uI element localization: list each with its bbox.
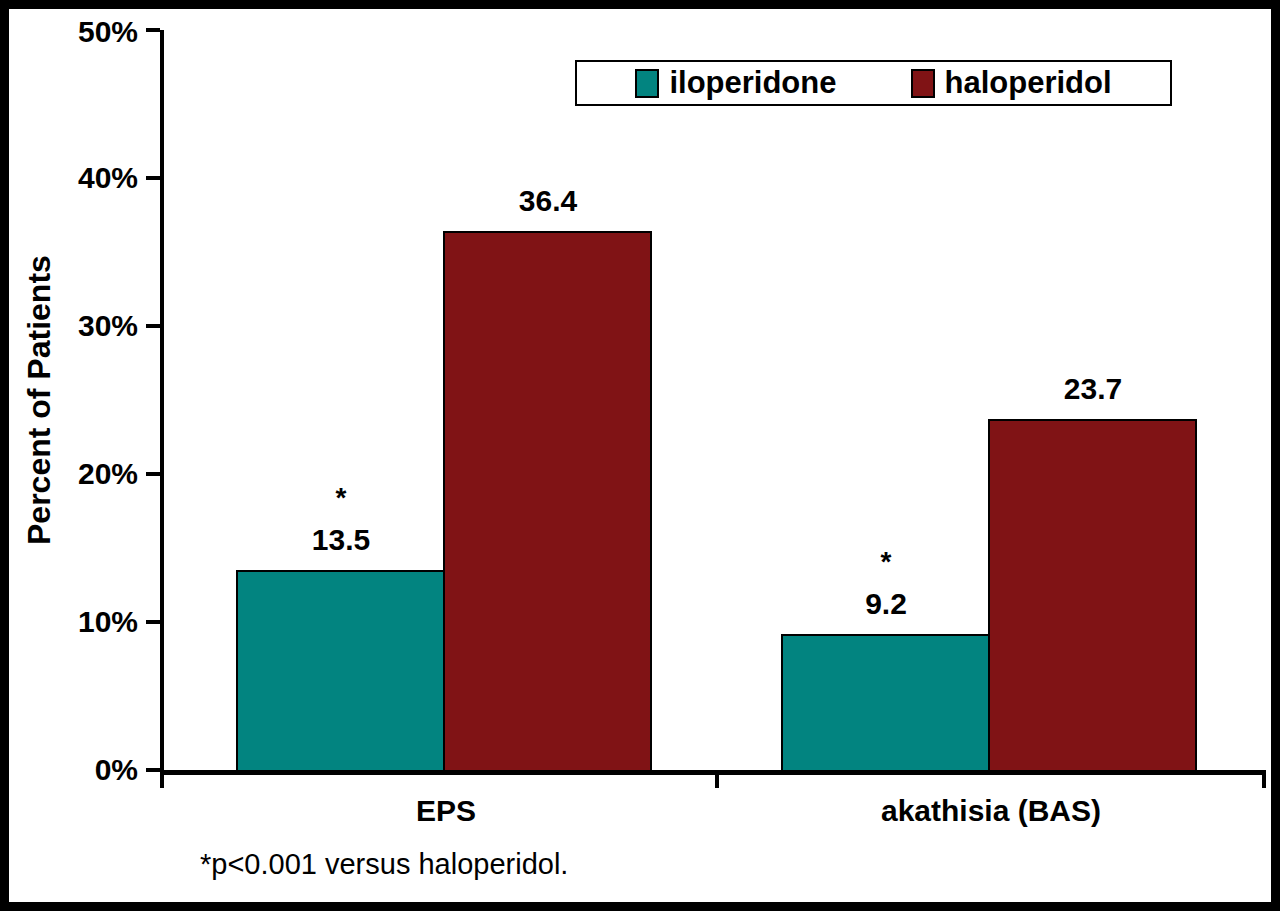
y-tick-mark — [146, 176, 160, 180]
footnote: *p<0.001 versus haloperidol. — [200, 848, 568, 881]
plot-area: 0% 10% 20% 30% 40% 50% EPS akathisia (BA… — [160, 30, 1266, 775]
bar-iloperidone-0 — [236, 570, 445, 770]
bar-haloperidol-0 — [443, 231, 652, 770]
x-tick-mark — [715, 775, 719, 788]
legend-label-iloperidone: iloperidone — [669, 65, 836, 101]
y-tick-label: 0% — [28, 751, 138, 789]
y-tick-mark — [146, 324, 160, 328]
x-tick-mark — [1262, 775, 1266, 788]
y-tick-label: 10% — [28, 603, 138, 641]
y-axis-title: Percent of Patients — [17, 30, 61, 770]
y-tick-label: 40% — [28, 159, 138, 197]
significance-asterisk: * — [336, 484, 347, 512]
category-label-akathisia: akathisia (BAS) — [781, 794, 1201, 828]
bar-group-0 — [236, 231, 652, 770]
significance-asterisk: * — [881, 548, 892, 576]
x-tick-mark — [160, 775, 164, 788]
y-tick-label: 50% — [28, 13, 138, 51]
bar-value-label: 23.7 — [1064, 373, 1122, 405]
legend: iloperidone haloperidol — [575, 60, 1172, 106]
legend-swatch-1 — [911, 69, 935, 98]
legend-item-iloperidone: iloperidone — [635, 65, 836, 101]
bar-value-label: 36.4 — [519, 185, 577, 217]
bar-group-1 — [781, 419, 1197, 770]
category-label-eps: EPS — [236, 794, 656, 828]
y-tick-label: 30% — [28, 307, 138, 345]
bar-value-label: 9.2 — [865, 588, 907, 620]
legend-label-haloperidol: haloperidol — [945, 65, 1112, 101]
legend-item-haloperidol: haloperidol — [911, 65, 1112, 101]
chart-frame: Percent of Patients 0% 10% 20% 30% 40% 5… — [0, 0, 1280, 911]
bar-haloperidol-1 — [988, 419, 1197, 770]
y-tick-mark — [146, 768, 160, 772]
y-tick-mark — [146, 28, 160, 32]
y-tick-label: 20% — [28, 455, 138, 493]
bar-iloperidone-1 — [781, 634, 990, 770]
bar-value-label: 13.5 — [312, 524, 370, 556]
y-tick-mark — [146, 620, 160, 624]
legend-swatch-0 — [635, 69, 659, 98]
y-tick-mark — [146, 472, 160, 476]
